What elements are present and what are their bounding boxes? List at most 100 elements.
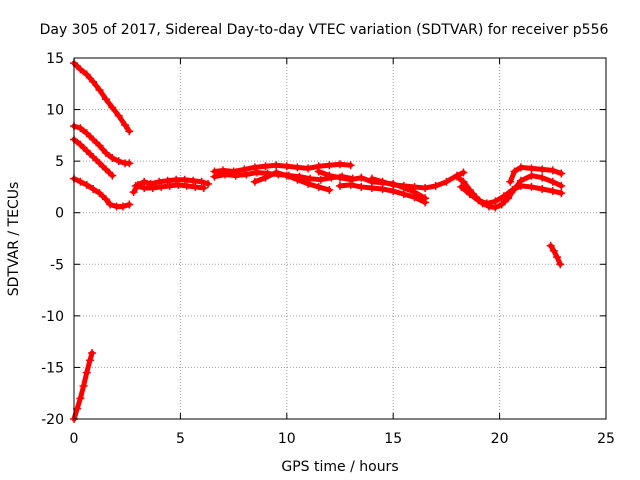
- data-point: [314, 167, 323, 176]
- data-point: [431, 181, 440, 190]
- data-point: [76, 394, 85, 403]
- data-point: [282, 171, 291, 180]
- data-point: [106, 200, 115, 209]
- data-point: [101, 165, 110, 174]
- grid: [74, 58, 606, 419]
- data-point: [163, 176, 172, 185]
- data-point: [336, 160, 344, 169]
- data-point: [76, 140, 85, 149]
- data-series: [210, 160, 355, 176]
- data-point: [172, 175, 181, 184]
- data-point: [378, 177, 387, 186]
- data-point: [191, 182, 200, 191]
- data-point: [95, 141, 104, 150]
- data-point: [121, 121, 130, 130]
- y-tick-label: 15: [46, 51, 64, 67]
- data-point: [548, 166, 557, 175]
- x-axis-label: GPS time / hours: [281, 459, 398, 475]
- data-point: [95, 85, 104, 94]
- data-point: [108, 171, 117, 180]
- data-series: [506, 163, 566, 186]
- series-band: [71, 123, 132, 166]
- data-point: [304, 164, 313, 173]
- data-point: [293, 163, 302, 172]
- data-point: [240, 165, 249, 174]
- data-point: [282, 162, 291, 171]
- data-point: [553, 253, 562, 262]
- series-band: [548, 243, 563, 267]
- data-point: [108, 154, 117, 163]
- axis-ticks: 0 5 10 15 20 25 -20 -15 -10 -5 0 5 10 15: [41, 51, 615, 447]
- data-point: [125, 200, 134, 209]
- plot-frame: [73, 57, 607, 420]
- data-point: [250, 163, 259, 172]
- data-point: [140, 183, 149, 192]
- data-point: [73, 404, 82, 413]
- data-point: [557, 189, 566, 198]
- y-tick-label: -10: [41, 309, 64, 325]
- data-point: [491, 197, 500, 206]
- data-point: [250, 177, 259, 186]
- data-point: [497, 200, 506, 209]
- data-point: [272, 168, 281, 177]
- data-point: [210, 172, 219, 181]
- data-point: [316, 175, 325, 184]
- data-point: [180, 175, 189, 184]
- data-point: [306, 174, 315, 183]
- data-point: [82, 70, 91, 79]
- data-series: [457, 181, 566, 208]
- data-point: [221, 170, 230, 179]
- data-series: [131, 180, 208, 192]
- data-point: [336, 173, 344, 182]
- data-point: [89, 184, 98, 193]
- data-series: [70, 59, 134, 136]
- y-tick-label: -5: [50, 257, 64, 273]
- data-point: [510, 167, 519, 176]
- data-point: [231, 171, 240, 180]
- data-point: [101, 95, 110, 104]
- data-point: [556, 260, 565, 269]
- data-point: [293, 175, 302, 184]
- data-point: [346, 161, 355, 170]
- data-point: [459, 177, 468, 186]
- data-point: [421, 183, 430, 192]
- data-series: [336, 180, 430, 207]
- data-point: [399, 190, 408, 199]
- x-tick-label: 10: [278, 431, 296, 447]
- data-point: [314, 182, 323, 191]
- series-band: [71, 60, 132, 134]
- data-point: [527, 164, 536, 173]
- data-point: [131, 181, 140, 190]
- data-point: [527, 171, 536, 180]
- y-tick-label: -20: [41, 412, 64, 428]
- data-point: [527, 182, 536, 191]
- data-point: [549, 246, 558, 255]
- data-point: [76, 124, 85, 133]
- data-point: [79, 381, 88, 390]
- data-point: [508, 186, 517, 195]
- y-tick-label: 10: [46, 103, 64, 119]
- data-series: [129, 175, 213, 197]
- data-point: [261, 173, 270, 182]
- data-point: [357, 182, 366, 191]
- data-point: [410, 182, 419, 191]
- data-point: [118, 202, 127, 211]
- x-tick-label: 0: [70, 431, 79, 447]
- data-point: [421, 198, 430, 207]
- data-point: [82, 146, 91, 155]
- data-point: [546, 241, 555, 250]
- data-point: [101, 148, 110, 157]
- data-point: [457, 182, 466, 191]
- data-point: [346, 180, 355, 189]
- x-tick-label: 5: [176, 431, 185, 447]
- data-series: [70, 135, 117, 180]
- data-point: [325, 171, 334, 180]
- data-point: [410, 193, 419, 202]
- data-point: [367, 183, 376, 192]
- data-point: [88, 348, 97, 357]
- data-point: [125, 159, 134, 168]
- data-point: [474, 196, 483, 205]
- data-point: [155, 177, 164, 186]
